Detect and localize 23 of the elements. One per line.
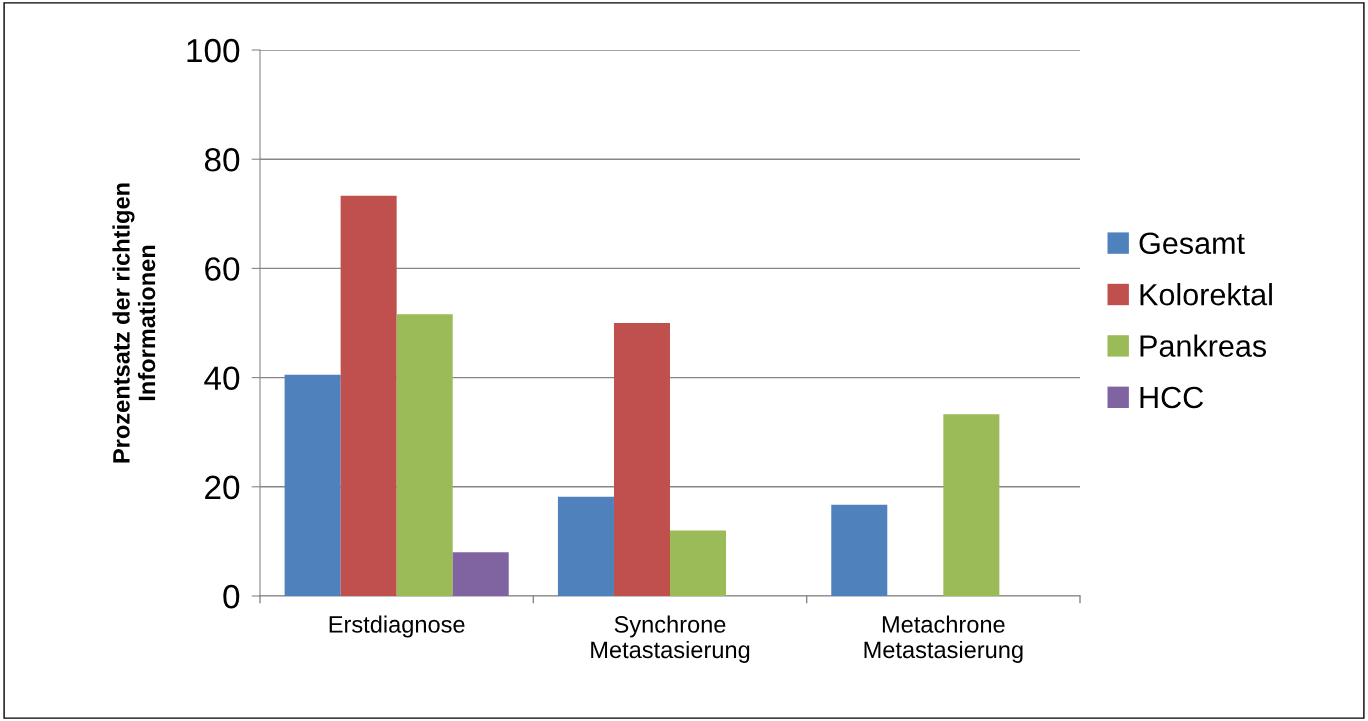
x-tick-label: Metachrone Metastasierung <box>864 615 1023 663</box>
x-tick-label: Synchrone Metastasierung <box>591 615 750 663</box>
legend-label: HCC <box>1140 386 1204 409</box>
y-tick-label: 20 <box>205 475 240 500</box>
bar <box>557 496 614 596</box>
y-tick-label: 60 <box>205 257 240 281</box>
bar <box>284 374 341 596</box>
bar <box>396 314 453 596</box>
y-axis-title: Prozentsatz der richtigen Informationen <box>112 183 156 463</box>
y-tick-label: 40 <box>204 366 240 391</box>
bar <box>452 552 509 596</box>
bar <box>943 414 1000 596</box>
legend-label: Pankreas <box>1140 334 1267 357</box>
x-tick-label: Erstdiagnose <box>329 615 465 638</box>
y-tick-label: 0 <box>223 584 240 609</box>
y-tick-label: 100 <box>187 38 240 63</box>
bar <box>613 323 670 596</box>
legend-label: Gesamt <box>1139 232 1245 255</box>
bar <box>340 195 397 596</box>
legend-label: Kolorektal <box>1140 283 1272 306</box>
bar <box>670 530 727 596</box>
y-tick-label: 80 <box>204 148 240 172</box>
bar <box>831 504 888 596</box>
